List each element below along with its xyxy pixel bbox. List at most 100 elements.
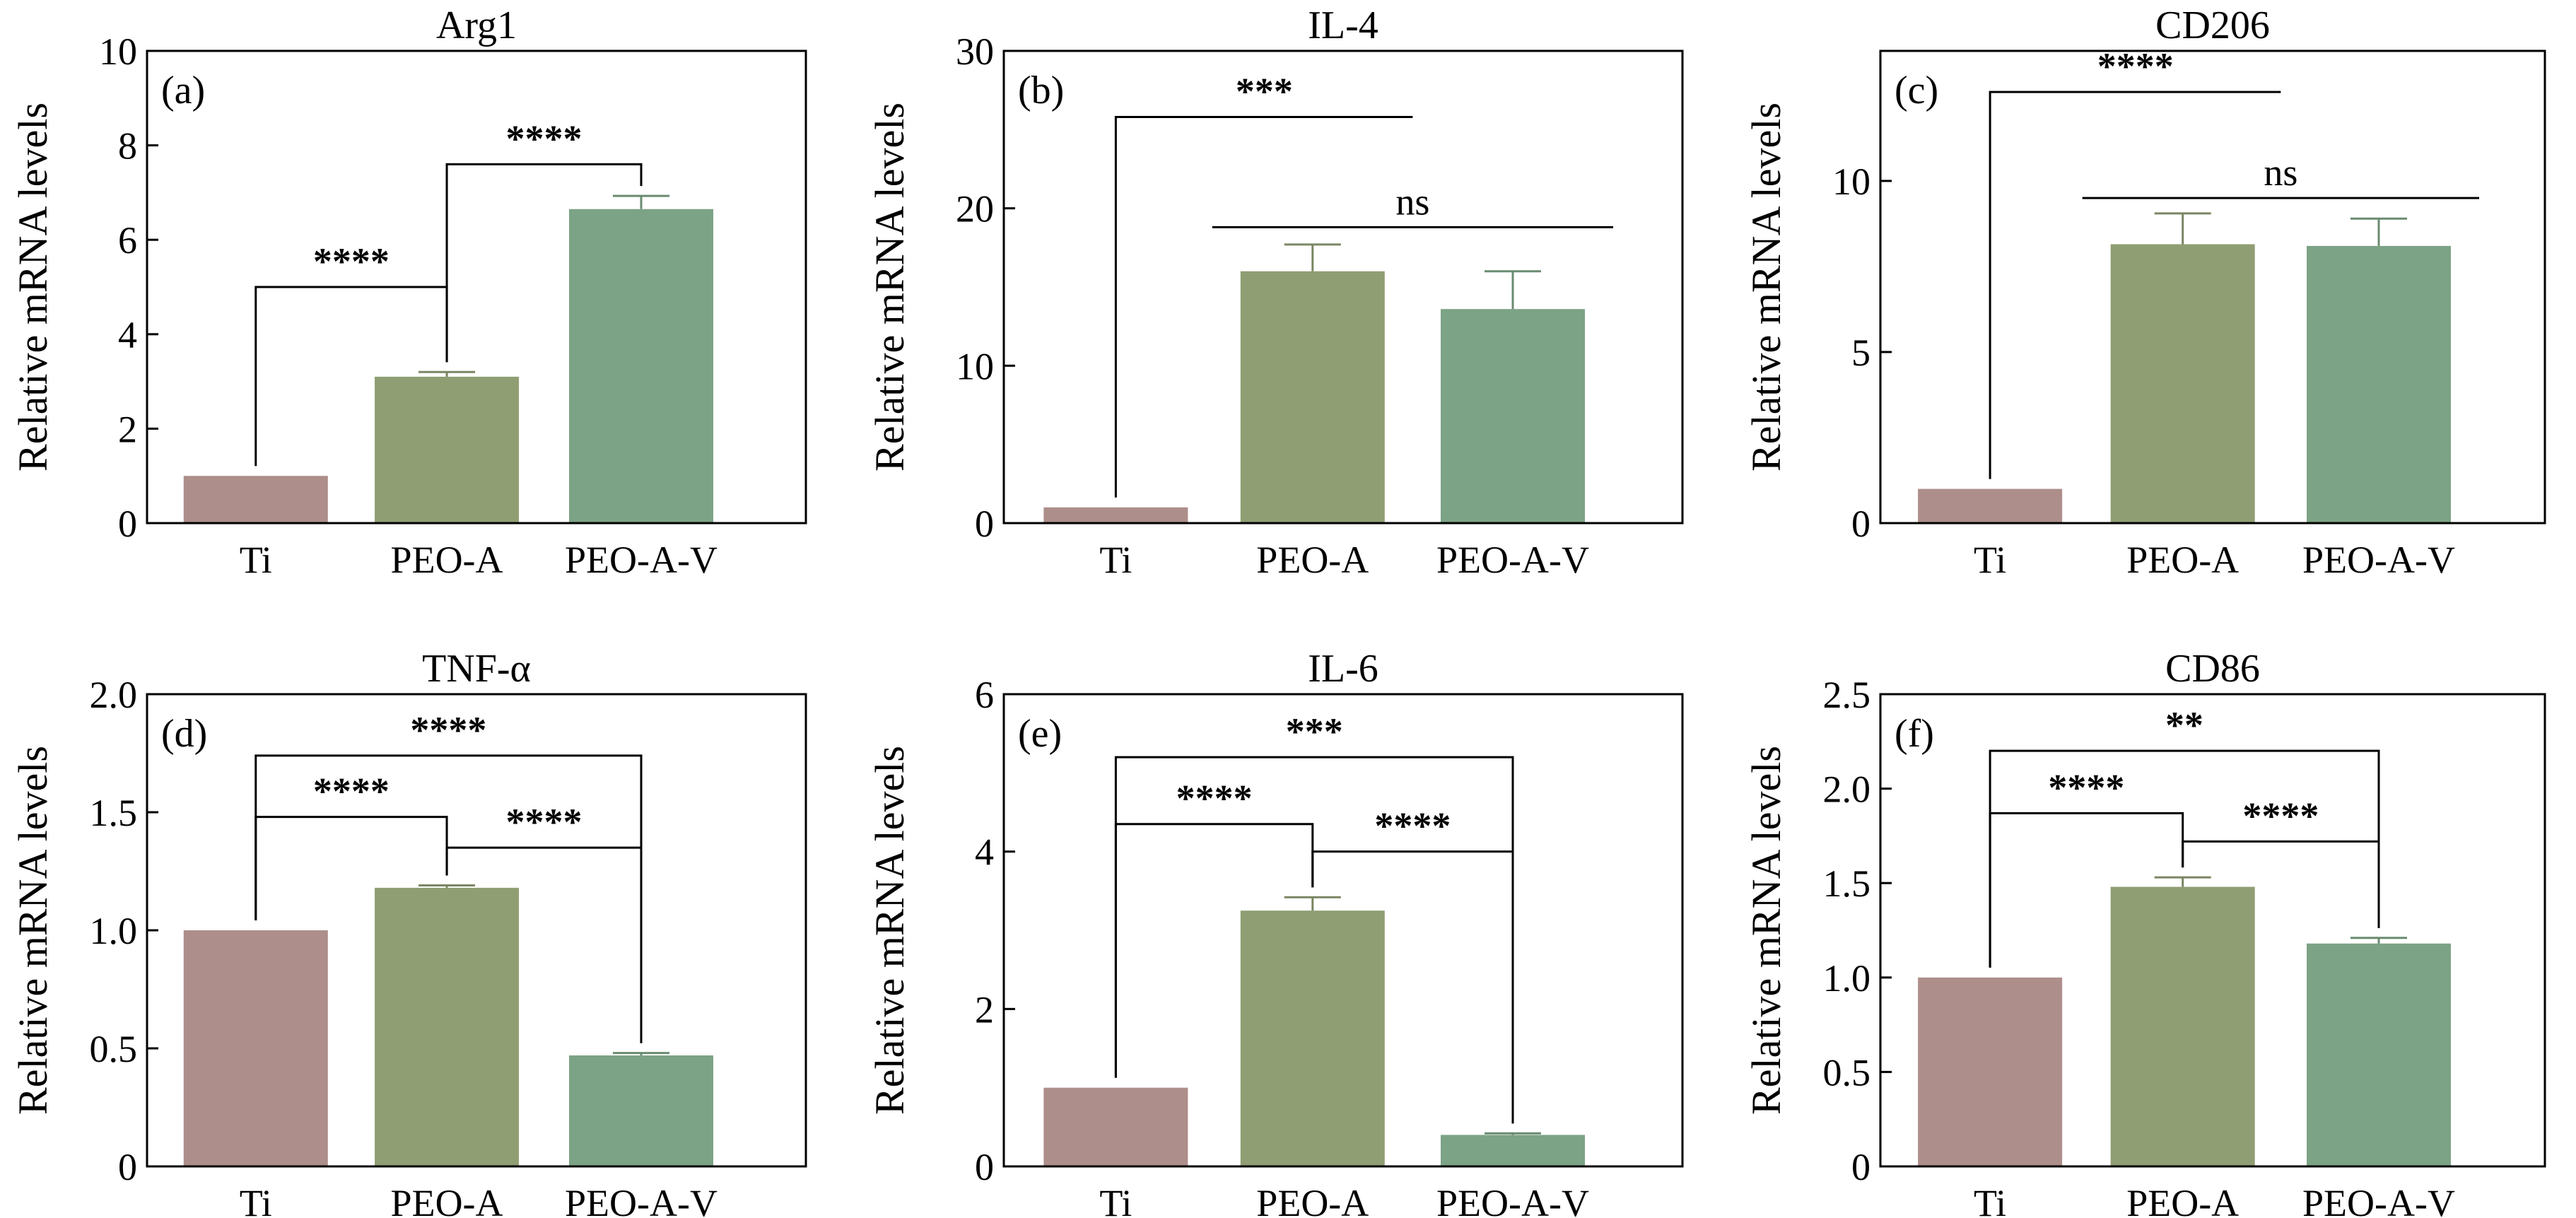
y-tick-label: 5 [1851, 332, 1870, 374]
chart-panel-5: IL-6 Ti PEO-A PEO-A-V 0 2 4 6 Relative mRNA leve… [867, 647, 1684, 1218]
plot-frame [146, 49, 807, 525]
y-tick-label: 0 [1851, 503, 1870, 545]
significance-label: **** [506, 117, 582, 160]
x-tick-label: Ti [240, 539, 272, 581]
y-tick-label: 6 [975, 674, 994, 716]
x-tick-label: PEO-A [391, 539, 503, 581]
x-tick-label: PEO-A [2126, 1182, 2239, 1218]
panel-label: (e) [1018, 712, 1062, 756]
panel-label: (a) [161, 69, 205, 112]
plot-frame [1879, 49, 2546, 525]
significance-label: **** [2097, 45, 2174, 88]
bar-peo-a-v [1441, 309, 1585, 523]
chart-panel-6: CD86 Ti PEO-A PEO-A-V 0 0.5 1.0 1.5 2.0 2.5 Relati… [1743, 647, 2546, 1218]
y-tick-label: 10 [99, 30, 137, 73]
y-tick-label: 2.0 [1823, 768, 1871, 811]
chart-title: IL-4 [1308, 4, 1378, 47]
panel-label: (f) [1895, 712, 1934, 756]
significance-bracket [1114, 756, 1514, 1124]
x-tick-label: Ti [1099, 1182, 1132, 1218]
chart-panel-1: Arg1 Ti PEO-A PEO-A-V 0 2 4 6 8 10 Relative mRNA l… [10, 4, 807, 581]
chart-title: CD86 [2165, 647, 2260, 691]
significance-label: **** [2048, 766, 2124, 809]
bar-peo-a [1240, 271, 1385, 523]
chart-title: IL-6 [1308, 647, 1378, 691]
bar-peo-a-v [569, 1055, 713, 1166]
y-axis-label: Relative mRNA levels [10, 746, 56, 1115]
y-axis-label: Relative mRNA levels [1743, 103, 1789, 472]
chart-panel-2: IL-4 Ti PEO-A PEO-A-V 0 10 20 30 Relative mRNA l… [867, 4, 1684, 581]
plot-frame [1002, 49, 1684, 525]
x-tick-label: PEO-A-V [1436, 1182, 1589, 1218]
bar-peo-a [1240, 910, 1385, 1166]
x-tick-label: Ti [1974, 539, 2006, 581]
y-tick-label: 1.0 [1823, 957, 1871, 1000]
x-tick-label: Ti [240, 1182, 272, 1218]
x-tick-label: PEO-A-V [565, 1182, 718, 1218]
y-tick-label: 0.5 [1823, 1051, 1871, 1094]
x-tick-label: PEO-A [1256, 1182, 1369, 1218]
chart-title: Arg1 [436, 4, 517, 47]
x-tick-label: PEO-A-V [2302, 539, 2455, 581]
panel-label: (c) [1895, 69, 1938, 112]
significance-bracket [1989, 749, 2380, 968]
y-tick-label: 0 [1851, 1146, 1870, 1188]
significance-label: **** [313, 240, 390, 283]
significance-label: **** [313, 771, 390, 813]
plot-frame [1002, 693, 1684, 1168]
bar-peo-a-v [2307, 943, 2451, 1166]
significance-label: ns [2264, 151, 2297, 194]
significance-label: **** [410, 709, 486, 751]
y-tick-label: 0 [975, 503, 994, 545]
y-tick-label: 10 [1832, 160, 1870, 203]
y-axis-label: Relative mRNA levels [867, 103, 913, 472]
significance-label: *** [1236, 71, 1293, 113]
y-tick-label: 0 [118, 503, 137, 545]
bar-ti [183, 930, 328, 1166]
y-tick-label: 20 [956, 188, 994, 230]
y-axis-label: Relative mRNA levels [867, 746, 913, 1115]
significance-bracket [445, 163, 643, 363]
x-tick-label: Ti [1099, 539, 1132, 581]
y-tick-label: 2 [118, 408, 137, 450]
bar-ti [1918, 488, 2063, 523]
x-tick-label: PEO-A-V [565, 539, 718, 581]
significance-bracket [1114, 116, 1413, 498]
bar-peo-a [375, 376, 520, 523]
significance-label: **** [506, 801, 582, 843]
bar-peo-a [2110, 886, 2255, 1166]
significance-label: ns [1395, 180, 1429, 223]
bar-peo-a-v [1441, 1135, 1585, 1166]
y-tick-label: 4 [975, 831, 994, 874]
bar-peo-a-v [569, 209, 713, 523]
y-tick-label: 2.5 [1823, 674, 1871, 716]
significance-label: **** [2242, 795, 2319, 837]
significance-label: *** [1286, 710, 1343, 753]
chart-panel-3: CD206 Ti PEO-A PEO-A-V 0 5 10 Relative mRNA lev… [1743, 4, 2546, 581]
y-tick-label: 0 [975, 1146, 994, 1188]
x-tick-label: PEO-A-V [2302, 1182, 2455, 1218]
y-tick-label: 1.0 [90, 910, 138, 952]
significance-label: ** [2165, 704, 2203, 746]
y-tick-label: 1.5 [1823, 862, 1871, 905]
chart-title: CD206 [2155, 4, 2270, 47]
bar-ti [183, 476, 328, 523]
bar-peo-a [2110, 244, 2255, 523]
bar-peo-a [375, 887, 520, 1166]
x-tick-label: PEO-A [2126, 539, 2239, 581]
y-tick-label: 2 [975, 988, 994, 1031]
y-tick-label: 1.5 [90, 792, 138, 834]
x-tick-label: PEO-A [1256, 539, 1369, 581]
bar-ti [1918, 977, 2063, 1166]
y-tick-label: 0 [118, 1146, 137, 1188]
y-tick-label: 30 [956, 30, 994, 73]
y-axis-label: Relative mRNA levels [10, 103, 56, 472]
y-tick-label: 8 [118, 125, 137, 168]
y-tick-label: 6 [118, 219, 137, 262]
significance-label: **** [1374, 805, 1451, 848]
panel-label: (d) [161, 712, 207, 756]
y-tick-label: 4 [118, 314, 137, 356]
bar-ti [1043, 1087, 1188, 1166]
bar-peo-a-v [2307, 245, 2451, 523]
